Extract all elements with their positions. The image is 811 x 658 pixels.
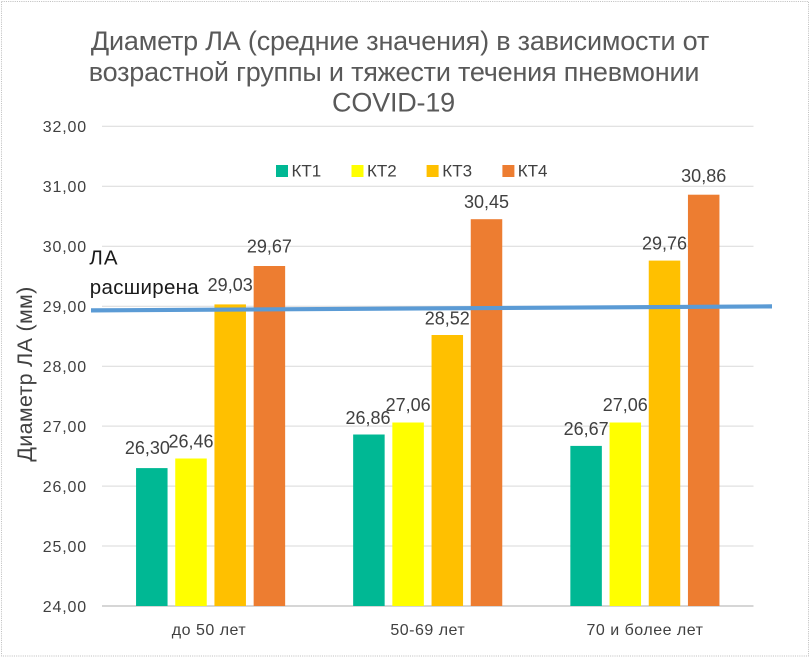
svg-text:28,52: 28,52 bbox=[425, 309, 470, 329]
svg-text:ЛА: ЛА bbox=[89, 247, 118, 270]
svg-text:30,00: 30,00 bbox=[43, 239, 87, 256]
svg-text:25,00: 25,00 bbox=[43, 539, 87, 556]
svg-text:26,67: 26,67 bbox=[564, 419, 609, 439]
svg-text:27,06: 27,06 bbox=[386, 395, 431, 415]
svg-text:Диаметр ЛА (средние значения): Диаметр ЛА (средние значения) в зависимо… bbox=[91, 26, 709, 56]
svg-text:29,00: 29,00 bbox=[43, 299, 87, 316]
svg-text:29,76: 29,76 bbox=[642, 234, 687, 254]
svg-text:50-69 лет: 50-69 лет bbox=[390, 622, 465, 639]
svg-text:32,00: 32,00 bbox=[43, 119, 87, 136]
svg-text:24,00: 24,00 bbox=[43, 599, 87, 616]
svg-text:70 и более лет: 70 и более лет bbox=[587, 622, 704, 639]
svg-text:26,30: 26,30 bbox=[125, 438, 170, 458]
svg-text:29,03: 29,03 bbox=[208, 275, 253, 295]
svg-text:COVID-19: COVID-19 bbox=[332, 88, 455, 118]
svg-text:26,86: 26,86 bbox=[345, 408, 390, 428]
svg-text:расширена: расширена bbox=[90, 276, 199, 299]
svg-text:26,00: 26,00 bbox=[43, 479, 87, 496]
svg-text:КТ1: КТ1 bbox=[292, 162, 322, 181]
svg-text:26,46: 26,46 bbox=[168, 432, 213, 452]
svg-text:29,67: 29,67 bbox=[247, 237, 292, 257]
svg-text:31,00: 31,00 bbox=[43, 179, 87, 196]
svg-text:КТ4: КТ4 bbox=[518, 162, 548, 181]
svg-text:КТ3: КТ3 bbox=[442, 162, 472, 181]
svg-text:Диаметр ЛА (мм): Диаметр ЛА (мм) bbox=[13, 286, 37, 461]
svg-text:возрастной группы и тяжести те: возрастной группы и тяжести течения пнев… bbox=[89, 57, 699, 87]
svg-text:КТ2: КТ2 bbox=[367, 162, 397, 181]
svg-text:до 50 лет: до 50 лет bbox=[172, 622, 247, 639]
svg-text:28,00: 28,00 bbox=[43, 359, 87, 376]
svg-text:27,00: 27,00 bbox=[43, 419, 87, 436]
svg-text:27,06: 27,06 bbox=[603, 395, 648, 415]
svg-text:30,86: 30,86 bbox=[681, 166, 726, 186]
svg-text:30,45: 30,45 bbox=[464, 192, 509, 212]
